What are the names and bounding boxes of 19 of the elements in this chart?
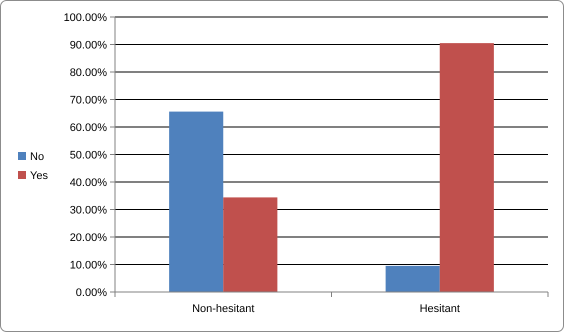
- y-tick-label: 20.00%: [70, 232, 108, 244]
- y-tick-label: 40.00%: [70, 176, 108, 189]
- y-tick-label: 70.00%: [70, 94, 108, 106]
- y-tick-label: 90.00%: [70, 39, 108, 52]
- bar: [386, 266, 440, 292]
- y-tick-label: 30.00%: [70, 204, 108, 216]
- bar: [169, 112, 224, 292]
- x-tick-label: Non-hesitant: [192, 303, 254, 315]
- x-tick-label: Hesitant: [420, 303, 460, 315]
- y-tick-label: 10.00%: [70, 259, 108, 272]
- bar: [223, 197, 278, 292]
- y-tick-label: 0.00%: [76, 286, 108, 299]
- bar: [440, 43, 494, 292]
- legend-label: No: [30, 150, 44, 163]
- y-tick-label: 100.00%: [64, 12, 108, 24]
- y-tick-label: 80.00%: [70, 66, 108, 79]
- legend-label: Yes: [30, 170, 48, 182]
- y-tick-label: 60.00%: [70, 122, 108, 134]
- y-tick-label: 50.00%: [70, 149, 108, 162]
